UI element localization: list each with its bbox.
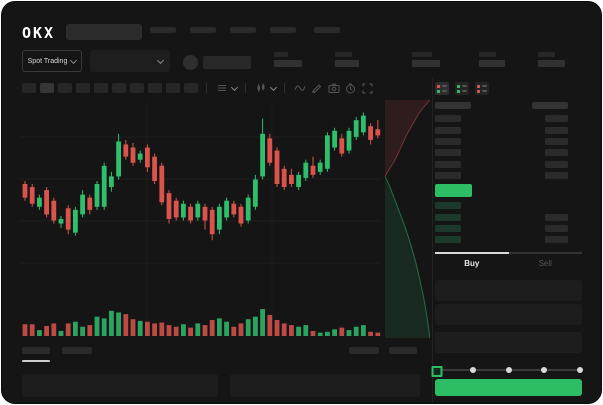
chart-toolbar [22,82,374,94]
active-tab-underline [22,360,50,362]
timeframe-button[interactable] [184,83,198,93]
stat-group [335,52,359,67]
stat-group [274,52,302,67]
indicators-icon[interactable] [293,82,306,94]
slider-dot[interactable] [541,367,548,373]
slider-dot[interactable] [577,367,583,373]
bottom-tab[interactable] [62,347,92,362]
timeframe-button[interactable] [112,83,126,93]
orderbook-bid-row[interactable] [435,200,582,211]
orderbook-ask-row[interactable] [435,136,582,147]
depth-asks-area [385,100,430,177]
candlestick-chart[interactable] [18,99,431,340]
bottom-tabs [22,347,92,362]
pair-name-placeholder [203,56,251,69]
orderbook-view-switcher [435,82,489,95]
orderbook-ask-row[interactable] [435,147,582,158]
stat-group [479,52,505,67]
pair-selector-dropdown[interactable] [90,50,170,72]
orderbook-bid-row[interactable] [435,211,582,222]
timeframe-button[interactable] [40,83,54,93]
search-input[interactable] [66,24,142,40]
chevron-down-icon[interactable] [230,83,239,91]
nav-item-placeholder[interactable] [314,27,340,33]
stat-group [412,52,440,67]
screenshot-icon[interactable] [327,82,340,94]
price-input[interactable] [435,280,582,301]
bottom-control-placeholder[interactable] [389,347,417,354]
panel-divider [432,78,433,403]
chevron-down-icon[interactable] [269,83,278,91]
orderbook-view-combined-book-icon[interactable] [435,82,449,95]
bottom-panel-placeholder [230,374,420,397]
ticker-stats [274,52,565,67]
toolbar-divider [206,83,207,93]
interval-dropdown-icon[interactable] [215,82,228,94]
orderbook-header [435,102,582,110]
fullscreen-icon[interactable] [361,82,374,94]
timer-icon[interactable] [344,82,357,94]
nav-items [150,27,340,33]
market-type-label: Spot Trading [27,57,68,65]
timeframe-button[interactable] [94,83,108,93]
slider-dot[interactable] [469,367,476,373]
toolbar-divider [245,83,246,93]
orderbook-bid-row[interactable] [435,223,582,234]
tab-sell[interactable]: Sell [508,252,582,273]
chart-type-dropdown-icon[interactable] [254,82,267,94]
nav-item-placeholder[interactable] [270,27,296,33]
bottom-control-placeholder[interactable] [349,347,379,354]
timeframe-button[interactable] [58,83,72,93]
total-input[interactable] [435,332,582,353]
coin-avatar [183,55,198,70]
depth-bids-area [385,176,430,338]
okx-logo: OKX [22,24,56,42]
orderbook-ask-row[interactable] [435,124,582,135]
bottom-controls [349,347,417,354]
slider-handle[interactable] [431,366,443,377]
orderbook-col-amount [532,102,568,109]
orderbook-ask-row[interactable] [435,170,582,181]
tab-buy[interactable]: Buy [435,252,509,273]
orderbook-col-price [435,102,471,109]
market-type-selector[interactable]: Spot Trading [22,50,82,72]
nav-item-placeholder[interactable] [190,27,216,33]
price-chart-svg [18,99,431,339]
draw-icon[interactable] [310,82,323,94]
orderbook-asks [435,113,582,181]
timeframe-button[interactable] [22,83,36,93]
last-price-bar[interactable] [435,184,472,197]
orderbook-ask-row[interactable] [435,113,582,124]
bottom-panel-placeholder [22,374,218,397]
timeframe-button[interactable] [130,83,144,93]
toolbar-divider [284,83,285,93]
chevron-down-icon [70,56,78,64]
orderbook-view-asks-only-icon[interactable] [475,82,489,95]
trade-panel: Buy Sell [431,78,583,396]
timeframe-button[interactable] [166,83,180,93]
chevron-down-icon [156,56,165,64]
buy-sell-tabs: Buy Sell [435,252,582,273]
buy-submit-button[interactable] [435,379,582,396]
orderbook-ask-row[interactable] [435,159,582,170]
nav-item-placeholder[interactable] [230,27,256,33]
orderbook-bid-row[interactable] [435,234,582,245]
bottom-tab-active[interactable] [22,347,50,362]
orderbook-view-bids-only-icon[interactable] [455,82,469,95]
bottom-panels [22,374,420,397]
timeframe-button[interactable] [76,83,90,93]
nav-item-placeholder[interactable] [150,27,176,33]
slider-dot[interactable] [505,367,512,373]
timeframe-button[interactable] [148,83,162,93]
stat-group [538,52,565,67]
amount-input[interactable] [435,304,582,325]
amount-percent-slider[interactable] [431,365,583,377]
orderbook-bids [435,200,582,246]
